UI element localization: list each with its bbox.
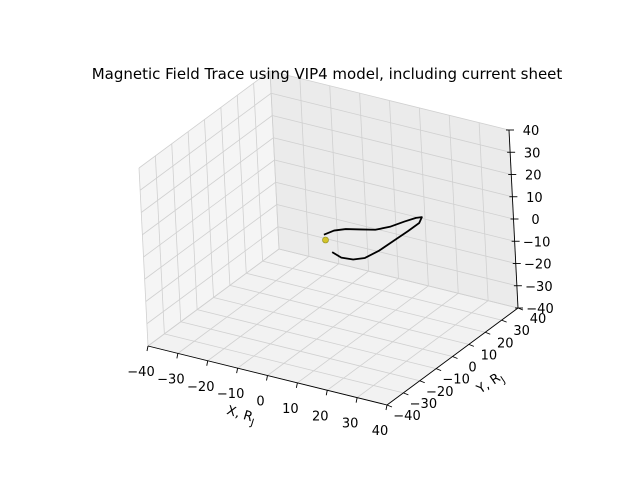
x-tick-label: 30 <box>342 417 359 432</box>
x-tick <box>146 345 149 352</box>
grid-line <box>246 272 486 333</box>
z-tick-label: 30 <box>524 146 541 161</box>
z-tick-label: −40 <box>526 302 553 317</box>
y-axis-label: Y, RJ <box>473 369 507 400</box>
y-tick-label: −20 <box>426 385 453 400</box>
x-axis-label: X, RJ <box>224 403 257 429</box>
z-tick-label: 0 <box>531 213 539 228</box>
z-tick-label: 20 <box>525 169 542 184</box>
z-tick-label: −10 <box>523 235 550 250</box>
grid-line <box>271 92 511 153</box>
grid-line <box>138 70 271 169</box>
x-tick <box>206 360 209 366</box>
x-tick-label: 20 <box>312 409 329 424</box>
x-tick-label: 10 <box>282 402 299 417</box>
y-tick <box>501 319 507 323</box>
grid-line <box>141 115 273 213</box>
grid-line <box>448 115 459 294</box>
x-tick <box>385 404 388 411</box>
grid-line <box>143 159 275 258</box>
x-tick <box>236 368 239 374</box>
x-tick <box>266 375 268 381</box>
y-tick <box>468 343 475 347</box>
grid-line <box>213 297 453 357</box>
y-tick-label: 30 <box>513 324 530 339</box>
x-tick <box>176 353 179 359</box>
y-tick <box>419 380 425 384</box>
planet-marker <box>322 236 329 244</box>
y-tick-label: −10 <box>442 373 469 388</box>
y-tick-label: −40 <box>393 409 420 424</box>
grid-line <box>220 107 231 286</box>
x-tick-label: −30 <box>157 372 184 387</box>
axis-panes <box>139 71 518 405</box>
z-tick-label: 40 <box>523 124 540 139</box>
y-tick <box>386 404 393 408</box>
grid-line <box>262 260 502 321</box>
chart-title: Magnetic Field Trace using VIP4 model, i… <box>92 65 563 83</box>
x-tick <box>355 397 358 403</box>
grid-line <box>273 137 513 198</box>
z-tick-label: −30 <box>525 280 552 295</box>
y-tick-label: 20 <box>497 336 514 351</box>
grid-line <box>297 285 429 384</box>
y-tick-label: −30 <box>410 397 437 412</box>
grid-line <box>229 284 469 345</box>
tick-labels: −40−40−40−30−30−30−20 −20−20−10−10−100001… <box>127 124 553 439</box>
grid-line <box>236 95 247 274</box>
y-tick <box>485 331 491 335</box>
grid-line <box>478 122 489 301</box>
x-tick-label: 40 <box>372 424 389 439</box>
grid-line <box>269 70 510 131</box>
x-tick <box>295 382 298 388</box>
y-tick-label: 10 <box>481 348 498 363</box>
x-tick-label: −10 <box>217 387 244 402</box>
grid-line <box>142 137 274 236</box>
grid-line <box>278 248 519 309</box>
z-tick-label: −20 <box>524 258 551 273</box>
grid-line <box>356 300 489 398</box>
grid-line <box>269 70 280 250</box>
y-tick-label: 40 <box>530 312 547 327</box>
grid-lines <box>138 70 519 406</box>
grid-line <box>253 83 264 262</box>
grid-line <box>274 159 514 220</box>
y-tick <box>517 307 524 311</box>
grid-line <box>139 92 272 191</box>
x-tick-label: 0 <box>256 395 264 410</box>
y-tick <box>403 392 409 396</box>
grid-line <box>327 292 459 391</box>
x-tick-label: −40 <box>127 365 154 380</box>
y-tick <box>452 356 458 359</box>
data-series <box>322 216 423 261</box>
grid-line <box>418 107 429 286</box>
grid-line <box>272 115 512 175</box>
y-tick <box>435 368 442 372</box>
x-tick-label: −20 <box>187 380 214 395</box>
z-tick-label: 10 <box>526 191 543 206</box>
field-line-trace <box>323 216 423 261</box>
x-tick <box>325 390 328 396</box>
tick-marks <box>146 129 524 411</box>
y-tick-label: 0 <box>468 361 476 376</box>
